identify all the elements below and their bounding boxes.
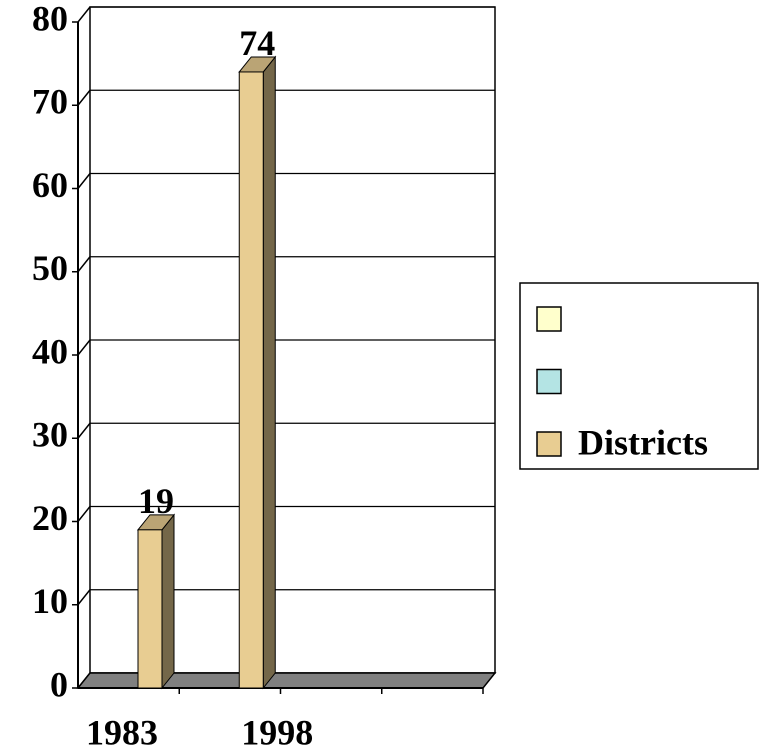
y-tick-label: 80 [32,0,68,38]
bar-side [262,55,276,690]
grid-depth [72,422,91,439]
x-tick-label: 1983 [86,712,158,752]
bar [238,71,264,689]
data-label: 19 [138,481,174,521]
y-tick-label: 30 [32,415,68,455]
y-tick-label: 50 [32,248,68,288]
x-tick-label: 1998 [241,712,313,752]
legend-swatch [536,431,562,457]
y-tick-label: 20 [32,498,68,538]
data-label: 74 [239,23,275,63]
y-tick-label: 0 [50,664,68,704]
legend-swatch [536,306,562,332]
grid-depth [72,339,91,356]
bar [137,529,163,689]
grid-depth [72,589,91,606]
grid-depth [72,256,91,273]
grid-depth [72,89,91,106]
grid-depth [72,173,91,190]
legend-label: Districts [578,422,708,462]
grid-depth [72,506,91,523]
y-tick-label: 10 [32,581,68,621]
grid-depth [72,6,91,23]
legend-swatch [536,368,562,395]
y-tick-label: 40 [32,331,68,371]
y-tick-label: 70 [32,82,68,122]
bar-side [161,513,175,690]
y-tick-label: 60 [32,165,68,205]
